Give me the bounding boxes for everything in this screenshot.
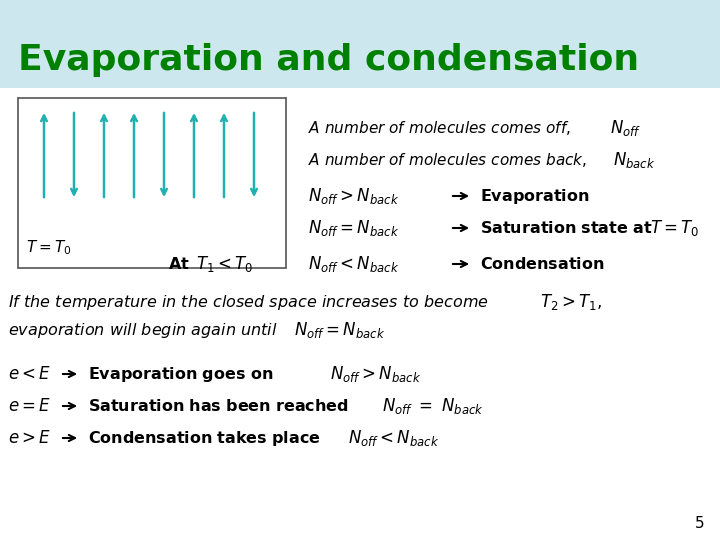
Text: $T = T_0$: $T = T_0$ bbox=[650, 218, 699, 238]
Text: $\mathbf{Saturation\ state\ at}$: $\mathbf{Saturation\ state\ at}$ bbox=[480, 220, 652, 236]
Bar bbox=[0, 0, 720, 88]
Bar bbox=[18, 98, 286, 268]
Text: $e = E$: $e = E$ bbox=[8, 397, 51, 415]
Text: $N_{back}$: $N_{back}$ bbox=[613, 150, 655, 170]
Text: $\mathit{A\ number\ of\ molecules\ comes\ off,}$: $\mathit{A\ number\ of\ molecules\ comes… bbox=[308, 119, 571, 137]
Text: $\mathbf{Evaporation}$: $\mathbf{Evaporation}$ bbox=[480, 186, 590, 206]
Text: $\mathbf{Saturation\ has\ been\ reached}$: $\mathbf{Saturation\ has\ been\ reached}… bbox=[88, 398, 348, 414]
Text: $T_1 < T_0$: $T_1 < T_0$ bbox=[196, 254, 253, 274]
Text: $e > E$: $e > E$ bbox=[8, 429, 51, 447]
Text: $N_{off} = N_{back}$: $N_{off} = N_{back}$ bbox=[308, 218, 399, 238]
Text: Evaporation and condensation: Evaporation and condensation bbox=[18, 43, 639, 77]
Text: $\mathit{A\ number\ of\ molecules\ comes\ back,}$: $\mathit{A\ number\ of\ molecules\ comes… bbox=[308, 151, 587, 169]
Text: $\mathbf{Evaporation\ goes\ on}$: $\mathbf{Evaporation\ goes\ on}$ bbox=[88, 364, 274, 383]
Text: $\mathbf{Condensation}$: $\mathbf{Condensation}$ bbox=[480, 256, 605, 272]
Text: $N_{off} > N_{back}$: $N_{off} > N_{back}$ bbox=[308, 186, 399, 206]
Text: $\mathit{If\ the\ temperature\ in\ the\ closed\ space\ increases\ to\ become}$: $\mathit{If\ the\ temperature\ in\ the\ … bbox=[8, 293, 489, 312]
Text: $N_{off}\ =\ N_{back}$: $N_{off}\ =\ N_{back}$ bbox=[382, 396, 484, 416]
Text: $N_{off} > N_{back}$: $N_{off} > N_{back}$ bbox=[330, 364, 421, 384]
Text: $N_{off} < N_{back}$: $N_{off} < N_{back}$ bbox=[308, 254, 399, 274]
Text: 5: 5 bbox=[696, 516, 705, 531]
Text: $\mathbf{At}$: $\mathbf{At}$ bbox=[168, 256, 190, 272]
Text: $\mathit{evaporation\ will\ begin\ again\ until}$: $\mathit{evaporation\ will\ begin\ again… bbox=[8, 321, 278, 340]
Text: $\mathbf{Condensation\ takes\ place}$: $\mathbf{Condensation\ takes\ place}$ bbox=[88, 429, 321, 448]
Text: $T = T_0$: $T = T_0$ bbox=[26, 239, 71, 258]
Text: $T_2 > T_1,$: $T_2 > T_1,$ bbox=[540, 292, 602, 312]
Text: $e < E$: $e < E$ bbox=[8, 365, 51, 383]
Text: $N_{off} = N_{back}$: $N_{off} = N_{back}$ bbox=[294, 320, 385, 340]
Text: $N_{off}$: $N_{off}$ bbox=[610, 118, 642, 138]
Text: $N_{off} < N_{back}$: $N_{off} < N_{back}$ bbox=[348, 428, 439, 448]
